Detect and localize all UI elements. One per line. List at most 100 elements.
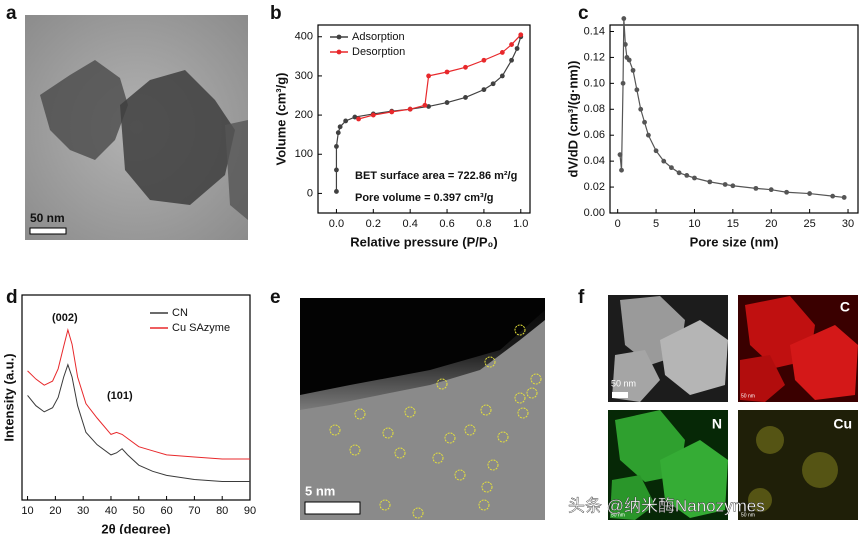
y-tick-label: 0 bbox=[307, 187, 313, 199]
y-tick-label: 300 bbox=[295, 70, 313, 82]
data-point bbox=[389, 109, 395, 115]
x-tick-label: 30 bbox=[842, 218, 854, 230]
data-point bbox=[730, 183, 736, 189]
x-tick-label: 0.8 bbox=[476, 218, 491, 230]
data-point bbox=[509, 57, 514, 63]
data-point bbox=[422, 102, 428, 108]
x-tick-label: 60 bbox=[160, 505, 172, 517]
map-label: C bbox=[840, 299, 850, 315]
data-point bbox=[334, 167, 339, 173]
x-tick-label: 20 bbox=[49, 505, 61, 517]
data-point bbox=[830, 193, 836, 199]
legend-marker bbox=[336, 34, 342, 40]
x-tick-label: 1.0 bbox=[513, 218, 528, 230]
annotation: (101) bbox=[107, 390, 133, 402]
data-point bbox=[642, 119, 647, 125]
y-tick-label: 0.12 bbox=[584, 51, 605, 63]
data-point bbox=[481, 57, 487, 63]
y-axis-label: dV/dD (cm³/(g·nm)) bbox=[565, 61, 580, 178]
x-tick-label: 5 bbox=[653, 218, 659, 230]
data-point bbox=[444, 100, 450, 105]
y-tick-label: 0.02 bbox=[584, 181, 605, 193]
x-tick-label: 10 bbox=[21, 505, 33, 517]
x-tick-label: 90 bbox=[244, 505, 256, 517]
y-axis-label: Volume (cm³/g) bbox=[273, 73, 288, 166]
panel-label: b bbox=[270, 3, 282, 24]
legend-label: Cu SAzyme bbox=[172, 322, 230, 334]
data-point bbox=[638, 106, 644, 112]
x-tick-label: 40 bbox=[105, 505, 117, 517]
data-point bbox=[676, 170, 682, 176]
annotation: BET surface area = 722.86 m²/g bbox=[355, 170, 517, 182]
data-point bbox=[753, 185, 759, 191]
data-point bbox=[481, 87, 487, 93]
data-point bbox=[692, 175, 697, 181]
data-point bbox=[426, 104, 432, 109]
data-point bbox=[653, 148, 659, 154]
data-point bbox=[356, 116, 361, 122]
data-point bbox=[630, 67, 636, 73]
y-tick-label: 0.10 bbox=[584, 77, 605, 89]
data-point bbox=[634, 87, 640, 93]
data-point bbox=[334, 144, 339, 149]
data-point bbox=[352, 114, 358, 120]
data-point bbox=[722, 182, 728, 187]
series-line bbox=[335, 36, 522, 192]
data-point bbox=[463, 64, 468, 70]
data-point bbox=[343, 118, 349, 124]
scale-bar-label: 50 nm bbox=[741, 393, 755, 399]
y-tick-label: 0.08 bbox=[584, 103, 605, 115]
data-point bbox=[669, 165, 674, 171]
series-line bbox=[27, 363, 250, 483]
x-tick-label: 0.0 bbox=[329, 218, 344, 230]
data-point bbox=[334, 189, 339, 194]
y-tick-label: 0.14 bbox=[584, 25, 605, 37]
data-point bbox=[617, 152, 623, 158]
plot-frame bbox=[317, 24, 531, 214]
data-point bbox=[463, 95, 468, 100]
plot-frame bbox=[609, 24, 859, 214]
data-point bbox=[622, 42, 628, 47]
data-point bbox=[645, 132, 651, 138]
panel-label: f bbox=[578, 287, 585, 308]
data-point bbox=[499, 50, 505, 55]
x-tick-label: 50 bbox=[133, 505, 145, 517]
plot-frame bbox=[21, 294, 251, 501]
x-tick-label: 10 bbox=[688, 218, 700, 230]
y-tick-label: 200 bbox=[295, 109, 313, 121]
y-tick-label: 100 bbox=[295, 148, 313, 160]
series-line bbox=[27, 327, 250, 460]
panel-label: e bbox=[270, 287, 281, 308]
data-point bbox=[707, 179, 713, 185]
x-axis-label: Pore size (nm) bbox=[690, 234, 779, 249]
x-tick-label: 70 bbox=[188, 505, 200, 517]
scale-bar-label: 5 nm bbox=[305, 483, 335, 498]
x-axis-label: Relative pressure (P/P₀) bbox=[350, 234, 497, 249]
data-point bbox=[620, 80, 626, 86]
x-tick-label: 0 bbox=[615, 218, 621, 230]
data-point bbox=[621, 16, 627, 21]
data-point bbox=[337, 124, 343, 130]
data-point bbox=[841, 195, 847, 200]
data-point bbox=[335, 130, 341, 136]
scale-bar-label: 50 nm bbox=[30, 211, 65, 225]
y-tick-label: 0.06 bbox=[584, 129, 605, 141]
y-tick-label: 400 bbox=[295, 31, 313, 43]
haadf-image: 5 nm bbox=[300, 298, 545, 520]
panel-label: c bbox=[578, 3, 589, 24]
legend-label: Desorption bbox=[352, 46, 405, 58]
data-point bbox=[426, 73, 432, 79]
data-point bbox=[509, 42, 514, 47]
scale-bar-label: 50 nm bbox=[611, 378, 636, 388]
panel-label: d bbox=[6, 287, 18, 308]
x-tick-label: 25 bbox=[804, 218, 816, 230]
x-tick-label: 0.2 bbox=[366, 218, 381, 230]
scale-bar-label: 50 nm bbox=[741, 512, 755, 518]
annotation: Pore volume = 0.397 cm³/g bbox=[355, 192, 493, 204]
eds-maps: 50 nm 50 nm 50 nm 50 nm C N Cu bbox=[608, 295, 858, 520]
x-tick-label: 80 bbox=[216, 505, 228, 517]
data-point bbox=[684, 173, 690, 178]
data-point bbox=[626, 57, 632, 63]
legend-label: CN bbox=[172, 307, 188, 319]
x-axis-label: 2θ (degree) bbox=[101, 521, 170, 534]
